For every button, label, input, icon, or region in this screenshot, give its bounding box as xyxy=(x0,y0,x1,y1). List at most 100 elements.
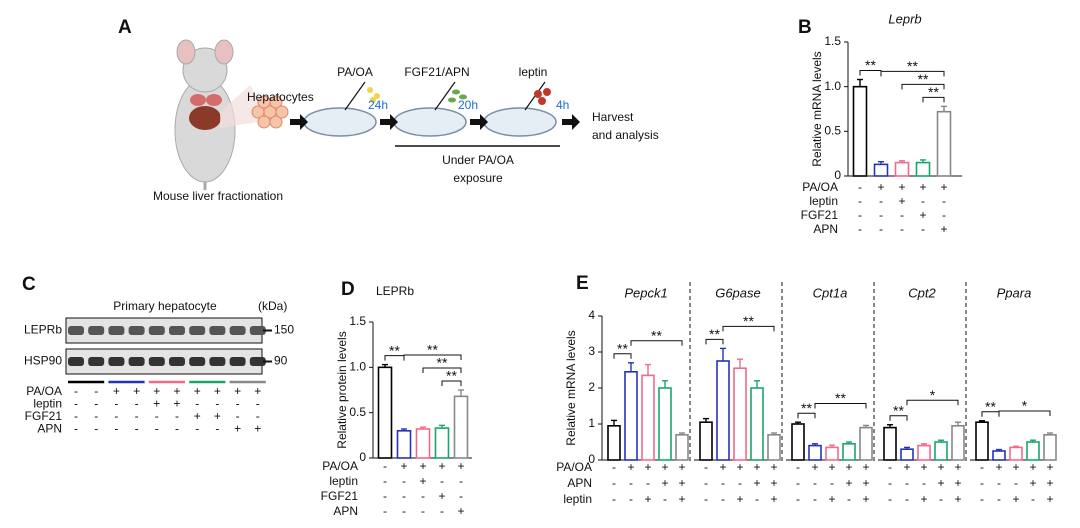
condition-mark: - xyxy=(155,409,159,423)
harvest-label: Harvest xyxy=(592,110,634,124)
bar xyxy=(873,163,889,177)
chart-title: Cpt2 xyxy=(908,285,936,300)
condition-label: APN xyxy=(813,222,838,236)
condition-mark: - xyxy=(175,422,179,436)
bar xyxy=(883,426,897,461)
significance: ** xyxy=(427,342,438,358)
band xyxy=(108,326,125,335)
condition-mark: - xyxy=(629,476,633,490)
band xyxy=(68,357,84,366)
condition-mark: - xyxy=(721,492,725,506)
band xyxy=(249,357,266,366)
condition-mark: - xyxy=(813,492,817,506)
time-label: 24h xyxy=(368,98,388,112)
condition-mark: + xyxy=(940,180,947,194)
condition-mark: + xyxy=(753,460,760,474)
exposure-label: Under PA/OA xyxy=(442,153,514,167)
condition-mark: - xyxy=(256,397,260,411)
condition-mark: - xyxy=(888,460,892,474)
condition-mark: + xyxy=(400,459,407,473)
arrows xyxy=(290,114,580,130)
condition-mark: + xyxy=(937,476,944,490)
step-label: PA/OA xyxy=(337,65,373,79)
condition-label: FGF21 xyxy=(25,409,63,423)
y-tick-label: 3 xyxy=(588,344,595,358)
bar xyxy=(396,429,412,459)
condition-mark: + xyxy=(954,460,961,474)
condition-mark: - xyxy=(612,492,616,506)
condition-label: PA/OA xyxy=(26,384,62,398)
bracket xyxy=(922,96,945,103)
significance: ** xyxy=(985,398,996,414)
bar xyxy=(808,444,822,461)
band xyxy=(108,357,125,366)
y-tick-label: 0 xyxy=(359,450,366,464)
condition-mark: - xyxy=(195,397,199,411)
size-label: 150 xyxy=(274,323,294,337)
condition-mark: - xyxy=(879,208,883,222)
chart-title: Cpt1a xyxy=(813,285,848,300)
condition-label: FGF21 xyxy=(801,208,839,222)
condition-mark: + xyxy=(1029,476,1036,490)
condition-mark: - xyxy=(900,208,904,222)
time-label: 4h xyxy=(556,98,569,112)
condition-mark: + xyxy=(678,492,685,506)
condition-mark: - xyxy=(74,422,78,436)
condition-mark: + xyxy=(644,492,651,506)
condition-mark: + xyxy=(898,194,905,208)
significance: ** xyxy=(389,342,400,358)
condition-mark: + xyxy=(920,492,927,506)
condition-mark: - xyxy=(236,409,240,423)
condition-label: PA/OA xyxy=(322,459,358,473)
y-tick-label: 0.5 xyxy=(349,405,366,419)
bracket xyxy=(880,70,945,77)
condition-mark: + xyxy=(153,397,160,411)
bar xyxy=(733,367,747,461)
chart-title: G6pase xyxy=(715,285,761,300)
bar xyxy=(859,426,873,461)
condition-mark: + xyxy=(898,180,905,194)
condition-mark: - xyxy=(921,194,925,208)
condition-mark: + xyxy=(828,460,835,474)
condition-mark: - xyxy=(236,397,240,411)
y-tick-label: 0 xyxy=(588,452,595,466)
condition-mark: + xyxy=(770,476,777,490)
significance: * xyxy=(930,387,936,403)
condition-mark: - xyxy=(888,492,892,506)
condition-mark: + xyxy=(194,384,201,398)
bar xyxy=(434,427,450,459)
band xyxy=(229,357,246,366)
condition-mark: - xyxy=(796,492,800,506)
band xyxy=(209,326,226,335)
bracket xyxy=(901,83,945,90)
condition-mark: - xyxy=(704,460,708,474)
bar xyxy=(607,424,621,461)
condition-mark: - xyxy=(175,409,179,423)
condition-mark: - xyxy=(830,476,834,490)
bracket xyxy=(403,354,462,360)
significance: ** xyxy=(437,355,448,371)
condition-mark: - xyxy=(612,476,616,490)
bar xyxy=(453,395,469,459)
bar xyxy=(975,421,989,461)
bracket xyxy=(422,367,462,373)
condition-mark: - xyxy=(155,422,159,436)
bar xyxy=(915,161,931,177)
y-tick-label: 2 xyxy=(588,380,595,394)
condition-mark: + xyxy=(954,492,961,506)
condition-mark: + xyxy=(457,504,464,518)
condition-mark: - xyxy=(421,504,425,518)
condition-mark: + xyxy=(919,208,926,222)
condition-mark: + xyxy=(214,409,221,423)
condition-mark: + xyxy=(254,384,261,398)
y-tick-label: 1.0 xyxy=(824,79,841,93)
bar xyxy=(415,428,431,459)
condition-mark: - xyxy=(704,476,708,490)
bracket xyxy=(797,412,816,419)
condition-label: leptin xyxy=(809,194,838,208)
condition-mark: - xyxy=(997,492,1001,506)
condition-label: leptin xyxy=(329,474,358,488)
condition-mark: - xyxy=(980,460,984,474)
condition-mark: - xyxy=(629,492,633,506)
